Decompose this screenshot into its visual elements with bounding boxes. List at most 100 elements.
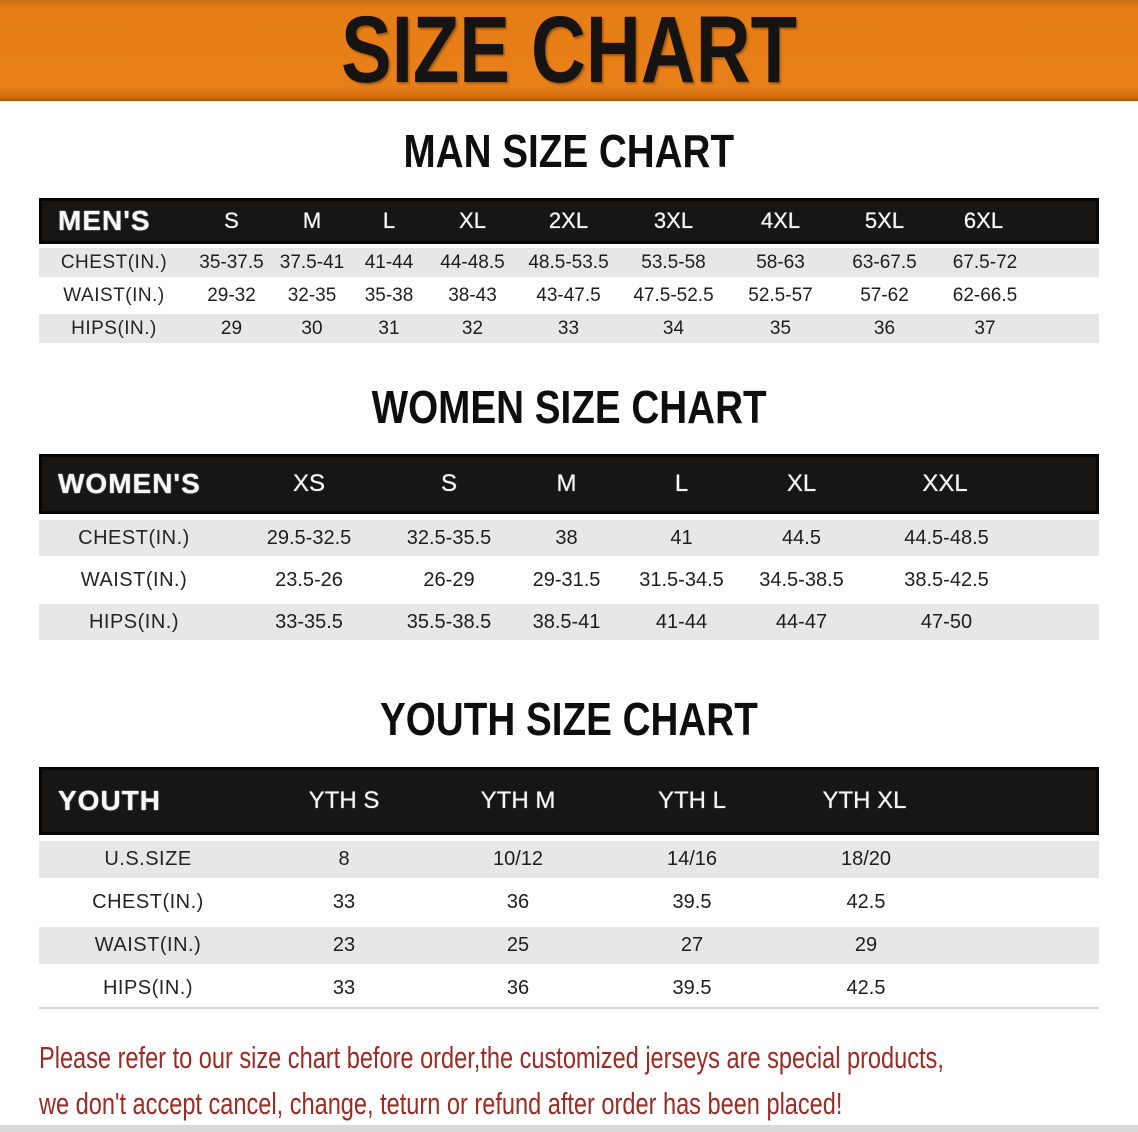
row-label: HIPS(IN.) (39, 598, 229, 640)
size-col-header: 5XL (834, 198, 935, 244)
size-col-header: M (509, 454, 624, 514)
disclaimer-line-1: Please refer to our size chart before or… (39, 1040, 944, 1075)
women-size-table: WOMEN'S XS S M L XL XXL CHEST(IN.) 29.5-… (39, 454, 1099, 640)
size-cell: 57-62 (834, 277, 935, 310)
size-cell: 34.5-38.5 (739, 556, 864, 598)
size-cell: 29.5-32.5 (229, 514, 389, 556)
size-cell: 38-43 (428, 277, 517, 310)
size-cell: 67.5-72 (935, 244, 1099, 277)
table-row-chest: CHEST(IN.) 35-37.5 37.5-41 41-44 44-48.5… (39, 244, 1099, 277)
size-cell: 23 (257, 921, 431, 964)
size-cell: 18/20 (779, 835, 1099, 878)
size-col-header: XL (739, 454, 864, 514)
size-col-header: YTH M (431, 767, 605, 835)
size-cell: 29-32 (189, 277, 274, 310)
size-col-header: 4XL (727, 198, 834, 244)
size-cell: 41-44 (350, 244, 428, 277)
size-col-header: YTH XL (779, 767, 1099, 835)
size-cell: 29-31.5 (509, 556, 624, 598)
size-cell: 47-50 (864, 598, 1099, 640)
size-cell: 36 (431, 964, 605, 1009)
size-col-header: L (350, 198, 428, 244)
size-col-header: XS (229, 454, 389, 514)
youth-header-row: YOUTH YTH S YTH M YTH L YTH XL (39, 767, 1099, 835)
size-cell: 41 (624, 514, 739, 556)
size-cell: 23.5-26 (229, 556, 389, 598)
youth-size-table: YOUTH YTH S YTH M YTH L YTH XL U.S.SIZE … (39, 767, 1099, 1009)
men-group-label: MEN'S (39, 198, 189, 244)
size-cell: 38.5-42.5 (864, 556, 1099, 598)
youth-group-label: YOUTH (39, 767, 257, 835)
row-label: U.S.SIZE (39, 835, 257, 878)
table-row-chest: CHEST(IN.) 33 36 39.5 42.5 (39, 878, 1099, 921)
size-cell: 44.5-48.5 (864, 514, 1099, 556)
size-cell: 36 (431, 878, 605, 921)
size-cell: 33 (517, 310, 620, 343)
size-col-header: YTH S (257, 767, 431, 835)
size-cell: 29 (779, 921, 1099, 964)
men-header-row: MEN'S S M L XL 2XL 3XL 4XL 5XL 6XL (39, 198, 1099, 244)
size-cell: 30 (274, 310, 350, 343)
table-row-us-size: U.S.SIZE 8 10/12 14/16 18/20 (39, 835, 1099, 878)
bottom-edge-strip (0, 1125, 1138, 1132)
size-col-header: S (189, 198, 274, 244)
row-label: CHEST(IN.) (39, 514, 229, 556)
size-cell: 48.5-53.5 (517, 244, 620, 277)
size-cell: 43-47.5 (517, 277, 620, 310)
table-row-waist: WAIST(IN.) 29-32 32-35 35-38 38-43 43-47… (39, 277, 1099, 310)
size-cell: 58-63 (727, 244, 834, 277)
size-cell: 37.5-41 (274, 244, 350, 277)
size-cell: 35-37.5 (189, 244, 274, 277)
size-cell: 38 (509, 514, 624, 556)
size-cell: 44.5 (739, 514, 864, 556)
size-cell: 31 (350, 310, 428, 343)
row-label: WAIST(IN.) (39, 556, 229, 598)
size-cell: 39.5 (605, 878, 779, 921)
row-label: HIPS(IN.) (39, 964, 257, 1009)
size-cell: 47.5-52.5 (620, 277, 727, 310)
size-cell: 42.5 (779, 964, 1099, 1009)
women-section-title: WOMEN SIZE CHART (371, 381, 767, 433)
size-col-header: 6XL (935, 198, 1099, 244)
size-col-header: S (389, 454, 509, 514)
men-section-title: MAN SIZE CHART (403, 125, 735, 177)
size-col-header: 2XL (517, 198, 620, 244)
size-col-header: XXL (864, 454, 1099, 514)
youth-section-title: YOUTH SIZE CHART (380, 693, 758, 745)
size-cell: 53.5-58 (620, 244, 727, 277)
row-label: CHEST(IN.) (39, 878, 257, 921)
size-cell: 32.5-35.5 (389, 514, 509, 556)
size-col-header: XL (428, 198, 517, 244)
men-size-table: MEN'S S M L XL 2XL 3XL 4XL 5XL 6XL CHEST… (39, 198, 1099, 343)
size-cell: 62-66.5 (935, 277, 1099, 310)
size-cell: 42.5 (779, 878, 1099, 921)
size-cell: 8 (257, 835, 431, 878)
size-cell: 33 (257, 964, 431, 1009)
banner-title: SIZE CHART (341, 0, 797, 103)
size-cell: 41-44 (624, 598, 739, 640)
row-label: WAIST(IN.) (39, 921, 257, 964)
size-cell: 14/16 (605, 835, 779, 878)
size-cell: 37 (935, 310, 1099, 343)
table-row-chest: CHEST(IN.) 29.5-32.5 32.5-35.5 38 41 44.… (39, 514, 1099, 556)
size-cell: 25 (431, 921, 605, 964)
table-row-hips: HIPS(IN.) 33-35.5 35.5-38.5 38.5-41 41-4… (39, 598, 1099, 640)
women-header-row: WOMEN'S XS S M L XL XXL (39, 454, 1099, 514)
size-cell: 36 (834, 310, 935, 343)
size-cell: 44-47 (739, 598, 864, 640)
size-col-header: YTH L (605, 767, 779, 835)
table-row-waist: WAIST(IN.) 23 25 27 29 (39, 921, 1099, 964)
size-cell: 32-35 (274, 277, 350, 310)
order-disclaimer: Please refer to our size chart before or… (0, 1035, 1138, 1127)
size-cell: 63-67.5 (834, 244, 935, 277)
row-label: WAIST(IN.) (39, 277, 189, 310)
table-row-hips: HIPS(IN.) 29 30 31 32 33 34 35 36 37 (39, 310, 1099, 343)
row-label: HIPS(IN.) (39, 310, 189, 343)
size-cell: 29 (189, 310, 274, 343)
size-cell: 31.5-34.5 (624, 556, 739, 598)
size-cell: 33 (257, 878, 431, 921)
size-chart-banner: SIZE CHART (0, 0, 1138, 101)
disclaimer-line-2: we don't accept cancel, change, teturn o… (39, 1086, 843, 1121)
size-cell: 44-48.5 (428, 244, 517, 277)
size-cell: 52.5-57 (727, 277, 834, 310)
